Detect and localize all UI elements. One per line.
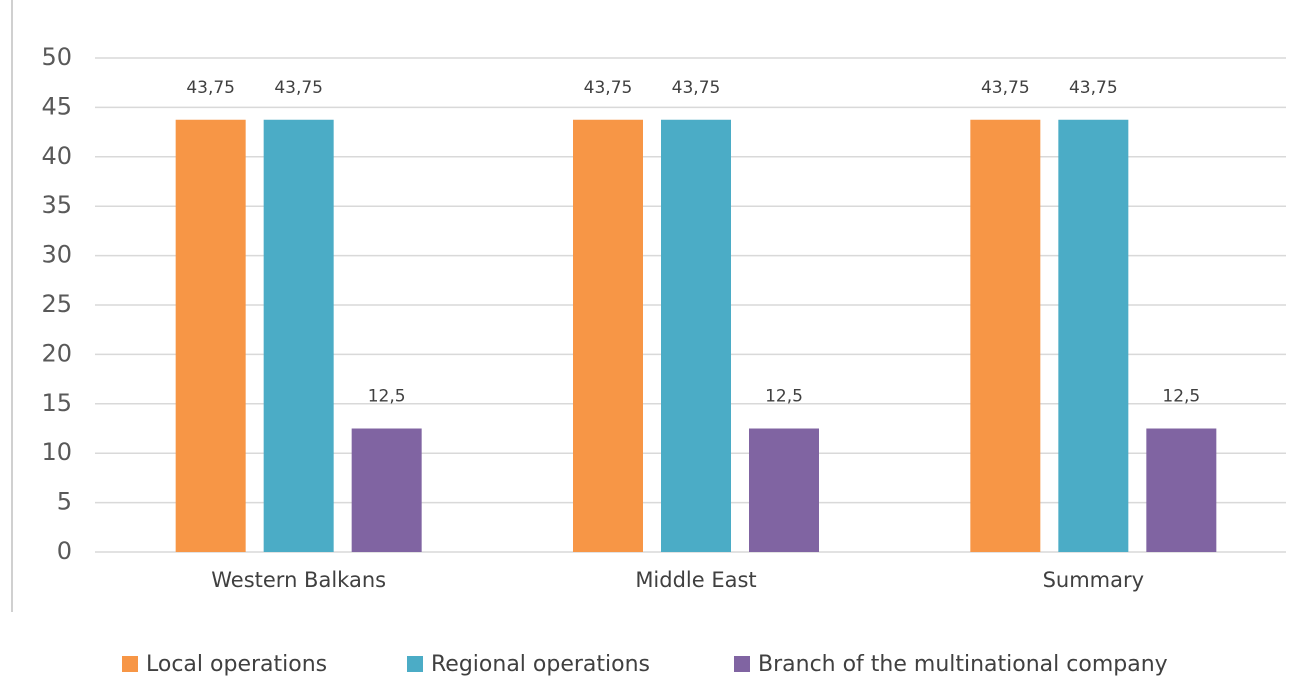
value-label: 43,75 — [672, 78, 721, 98]
bar — [661, 119, 731, 552]
y-tick-label: 10 — [41, 438, 72, 466]
y-tick-label: 50 — [41, 43, 72, 71]
value-label: 43,75 — [584, 78, 633, 98]
legend-label: Regional operations — [431, 652, 650, 677]
y-tick-label: 20 — [41, 339, 72, 367]
bar — [970, 119, 1041, 552]
y-tick-label: 25 — [41, 290, 72, 318]
legend-label: Branch of the multinational company — [758, 652, 1168, 677]
y-tick-label: 0 — [57, 537, 72, 565]
y-tick-label: 45 — [41, 92, 72, 120]
x-tick-label: Middle East — [635, 568, 756, 592]
x-tick-label: Western Balkans — [211, 568, 386, 592]
y-tick-label: 40 — [41, 142, 72, 170]
value-label: 43,75 — [274, 78, 323, 98]
value-label: 12,5 — [1162, 387, 1200, 407]
y-tick-label: 15 — [41, 389, 72, 417]
y-tick-label: 35 — [41, 191, 72, 219]
bar — [1058, 119, 1129, 552]
value-label: 43,75 — [186, 78, 235, 98]
bar — [1146, 428, 1217, 552]
y-tick-label: 5 — [57, 488, 72, 516]
value-label: 12,5 — [368, 387, 406, 407]
bar — [573, 119, 643, 552]
legend-label: Local operations — [146, 652, 327, 677]
value-label: 43,75 — [981, 78, 1030, 98]
value-label: 43,75 — [1069, 78, 1118, 98]
bar — [175, 119, 246, 552]
legend-swatch — [734, 656, 750, 672]
bar — [351, 428, 422, 552]
value-label: 12,5 — [765, 387, 803, 407]
legend-swatch — [407, 656, 423, 672]
bar — [749, 428, 819, 552]
x-tick-label: Summary — [1043, 568, 1144, 592]
y-tick-label: 30 — [41, 241, 72, 269]
bar — [263, 119, 334, 552]
legend-swatch — [122, 656, 138, 672]
